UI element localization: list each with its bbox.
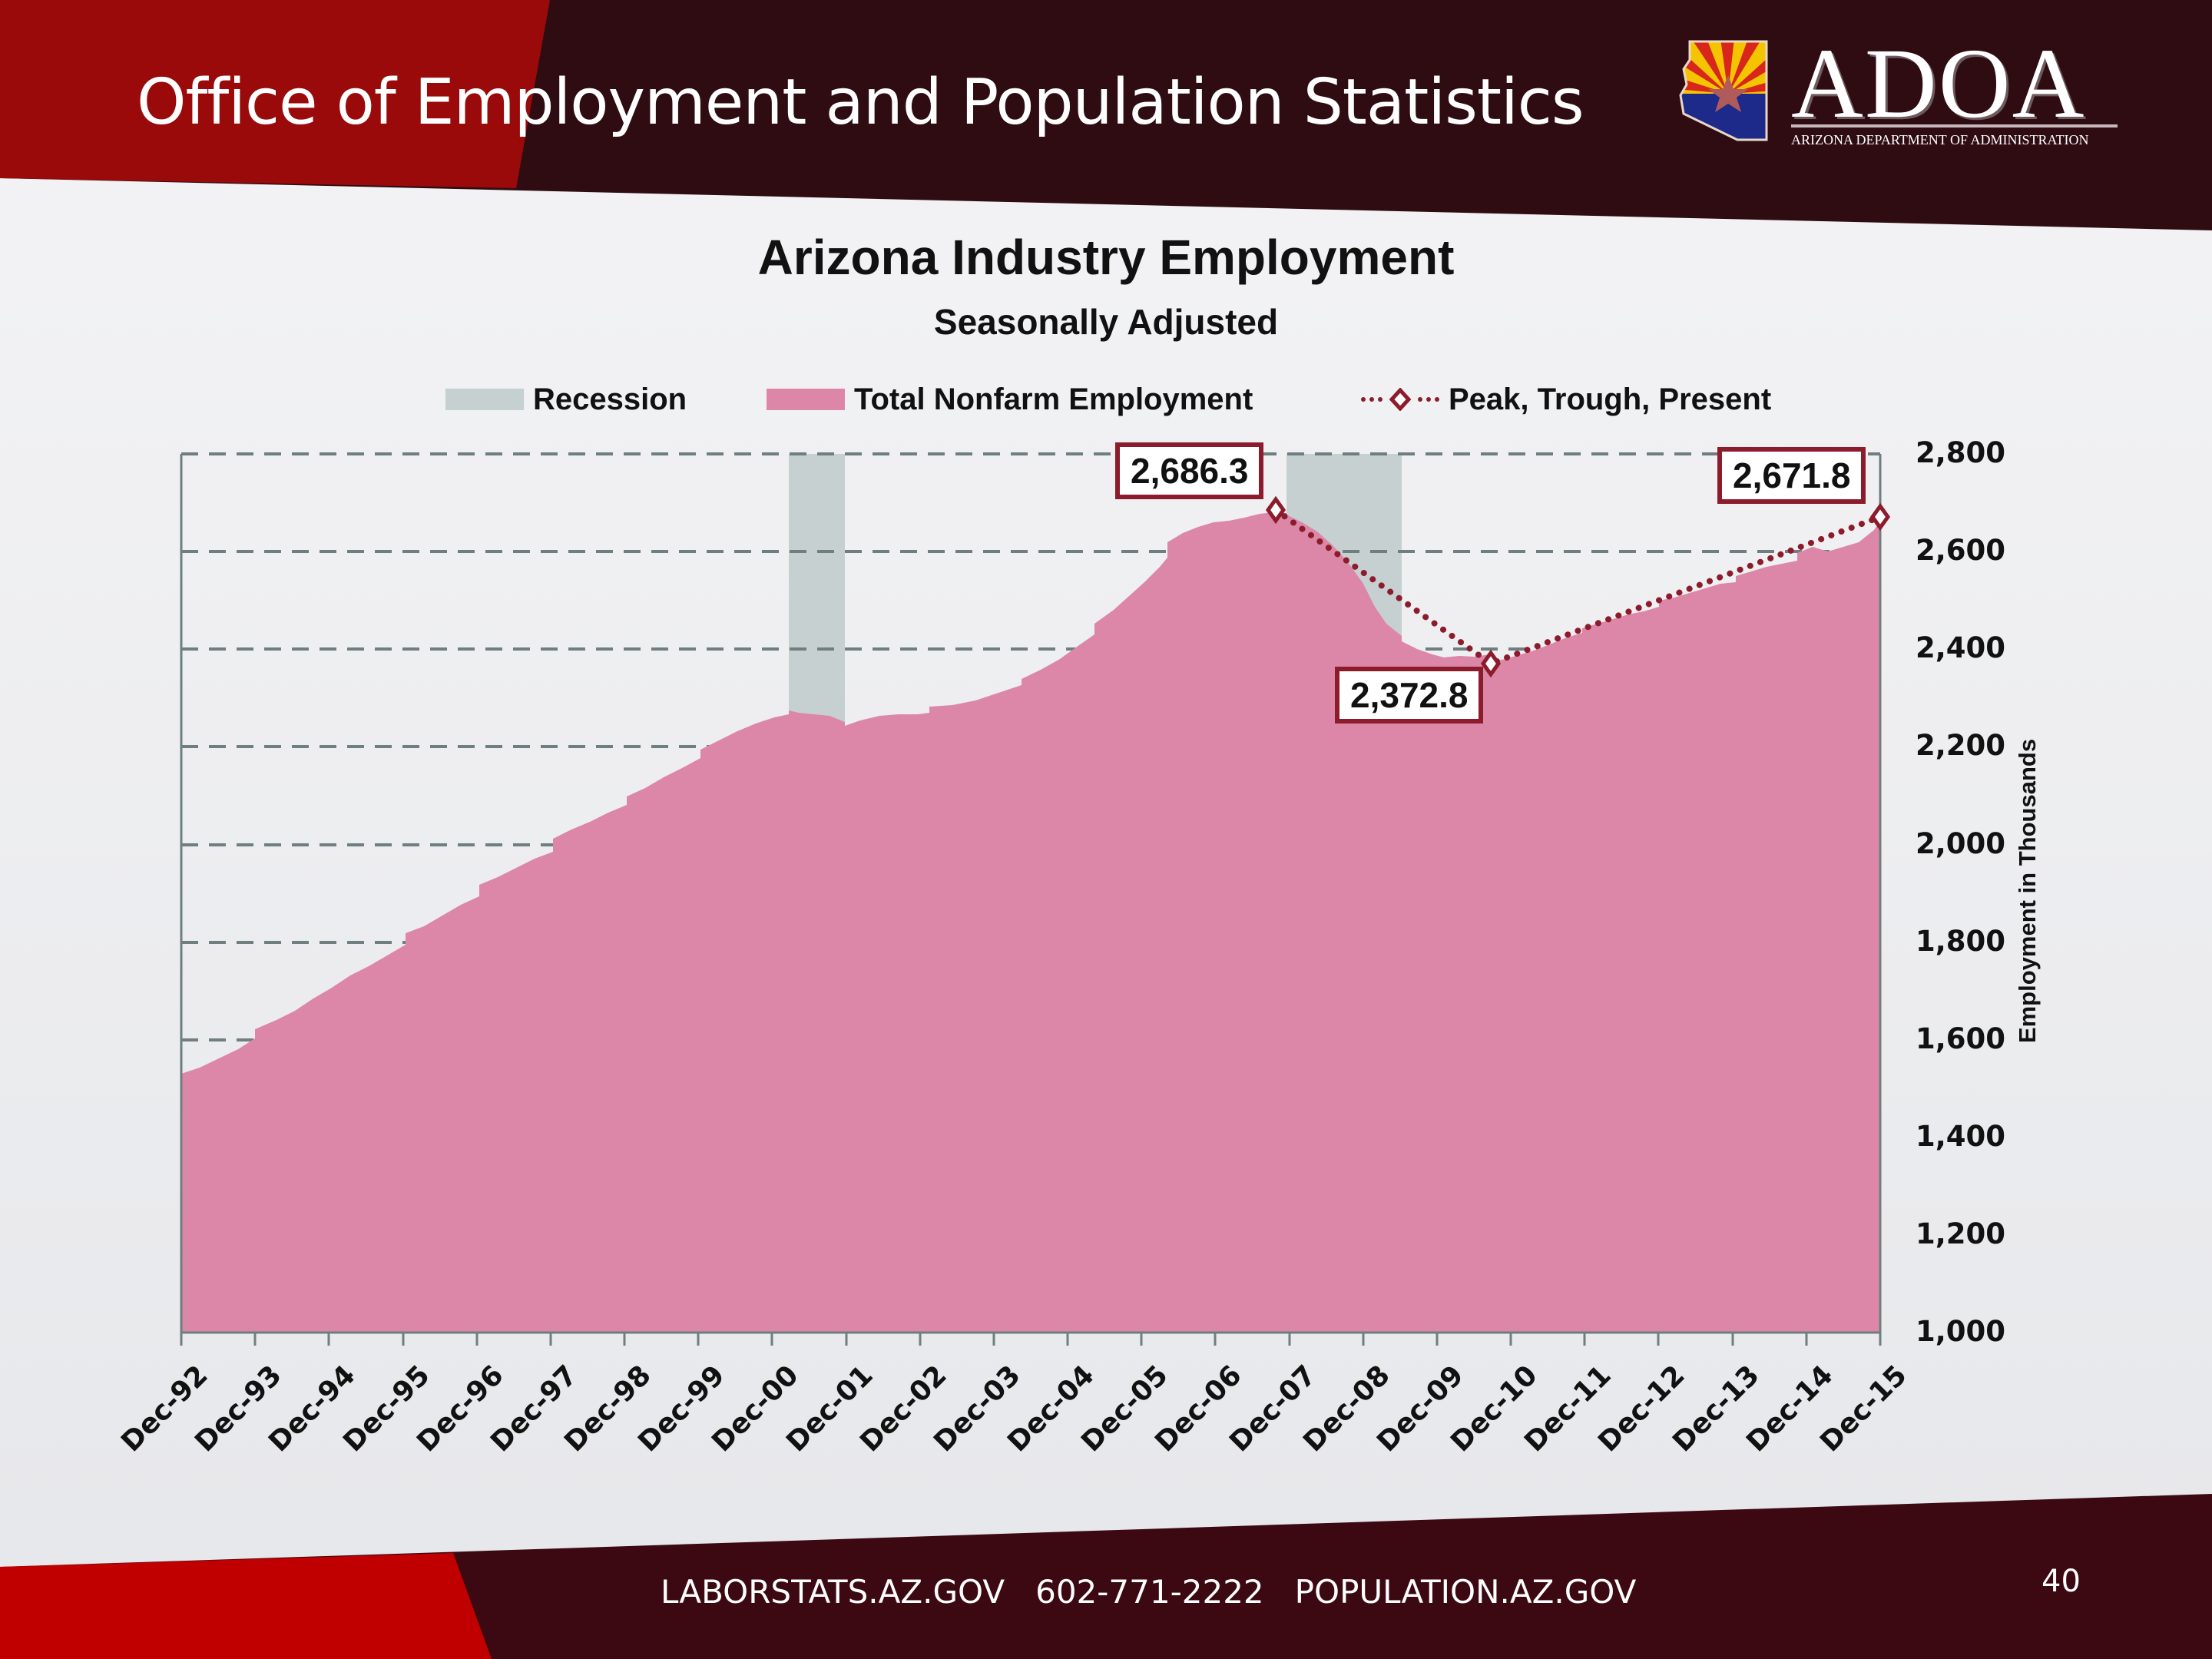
chart-legend: Recession Total Nonfarm Employment Peak,… [0,376,2212,422]
legend-item-total-nonfarm: Total Nonfarm Employment [767,376,1253,422]
arizona-flag-map-icon [1679,40,1768,141]
chart-title: Arizona Industry Employment [757,230,1455,285]
y-tick-label: 2,800 [1916,436,2006,469]
present-diamond-marker [1869,502,1891,531]
adoa-logo: ADOA ARIZONA DEPARTMENT OF ADMINISTRATIO… [1676,34,2121,147]
legend-label: Recession [533,382,687,416]
footer-contact: LABORSTATS.AZ.GOV 602-771-2222 POPULATIO… [661,1573,1637,1611]
peak-trough-present-markers [1265,495,1891,678]
y-tick-label: 2,600 [1916,534,2006,567]
y-tick-label: 1,400 [1916,1120,2006,1153]
y-axis-title: Employment in Thousands [2014,738,2041,1044]
logo-divider [1791,124,2118,127]
y-tick-label: 1,000 [1916,1315,2006,1348]
dotted-line-diamond-marker-icon [1361,388,1439,411]
y-tick-label: 2,000 [1916,827,2006,860]
y-tick-label: 2,400 [1916,631,2006,664]
legend-item-recession: Recession [445,376,687,422]
legend-label: Total Nonfarm Employment [854,382,1253,416]
gray-square-swatch-icon [445,389,524,410]
legend-item-peak-trough-present: Peak, Trough, Present [1359,376,1771,422]
trough-callout: 2,372.8 [1335,667,1484,724]
y-tick-label: 1,200 [1916,1217,2006,1250]
y-tick-label: 1,800 [1916,925,2006,958]
present-callout: 2,671.8 [1717,447,1866,504]
logo-subtitle: ARIZONA DEPARTMENT OF ADMINISTRATION [1791,132,2089,147]
legend-label: Peak, Trough, Present [1449,382,1772,416]
y-tick-label: 1,600 [1916,1022,2006,1055]
trough-diamond-marker [1480,649,1502,678]
logo-wordmark: ADOA [1791,28,2086,139]
pink-square-swatch-icon [767,389,845,410]
chart-subtitle: Seasonally Adjusted [933,302,1279,342]
peak-callout: 2,686.3 [1115,442,1264,499]
page-number: 40 [2041,1564,2081,1599]
y-tick-label: 2,200 [1916,729,2006,762]
x-ticks [180,1333,1882,1346]
peak-trough-present-line [1273,507,1883,667]
peak-diamond-marker [1265,495,1286,525]
page-title: Office of Employment and Population Stat… [137,66,1584,139]
total-nonfarm-area [181,512,1880,1333]
